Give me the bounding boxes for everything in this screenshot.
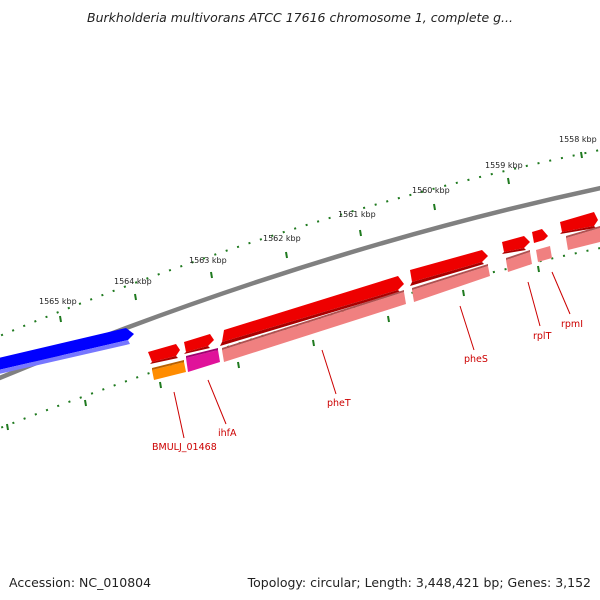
gene-rpmI-outer-a: [532, 229, 548, 243]
gene-label-rplT: rplT: [533, 331, 552, 342]
gene-rpmI-inner-a: [536, 246, 552, 262]
gene-ihfA: [186, 348, 220, 372]
gene-blue[interactable]: [0, 328, 134, 376]
gene-rplT-inner: [506, 250, 532, 272]
outer-red-genes[interactable]: [148, 212, 598, 364]
scale-label: 1561 kbp: [338, 210, 376, 219]
gene-pheS-inner: [412, 264, 490, 302]
gene-labels: BMULJ_01468 ihfA pheT pheS rplT rpmI: [152, 319, 583, 453]
gene-label-BMULJ_01468: BMULJ_01468: [152, 442, 217, 453]
scale-label: 1563 kbp: [189, 256, 227, 265]
gene-label-pheT: pheT: [327, 398, 351, 409]
genome-summary-text: Topology: circular; Length: 3,448,421 bp…: [247, 575, 591, 590]
accession-text: Accession: NC_010804: [9, 575, 152, 590]
gene-pheT-inner: [222, 290, 406, 362]
inner-genes[interactable]: [152, 226, 600, 380]
inner-major-ticks: [6, 265, 540, 431]
gene-outer-2: [184, 334, 214, 354]
label-leaders: [173, 271, 571, 439]
scale-label: 1562 kbp: [263, 234, 301, 243]
scale-label: 1558 kbp: [559, 135, 597, 144]
gene-rpmI-inner-b: [566, 226, 600, 250]
scale-label: 1560 kbp: [412, 186, 450, 195]
gene-pheS-outer: [410, 250, 488, 286]
outer-major-ticks: [59, 151, 583, 323]
gene-BMULJ_01468: [152, 360, 186, 380]
gene-label-pheS: pheS: [464, 354, 488, 365]
scale-label: 1564 kbp: [114, 277, 152, 286]
gene-pheT-outer: [220, 276, 404, 346]
scale-label: 1559 kbp: [485, 161, 523, 170]
gene-rplT-outer: [502, 236, 530, 254]
gene-rpmI-outer-b: [560, 212, 598, 234]
gene-label-ihfA: ihfA: [218, 428, 237, 439]
scale-label: 1565 kbp: [39, 297, 77, 306]
map-title: Burkholderia multivorans ATCC 17616 chro…: [87, 10, 513, 25]
scale-labels: 1565 kbp 1564 kbp 1563 kbp 1562 kbp 1561…: [39, 135, 597, 306]
gene-label-rpmI: rpmI: [561, 319, 583, 330]
gene-outer-1: [148, 344, 180, 364]
